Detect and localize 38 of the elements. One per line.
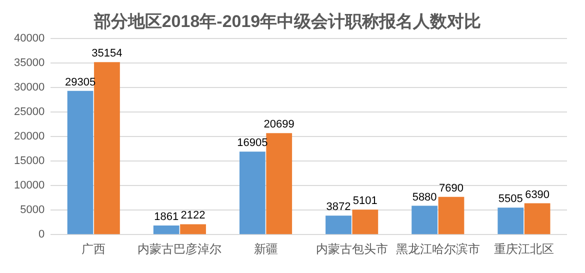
- x-tick-label: 黑龙江哈尔滨市: [396, 242, 480, 256]
- bar: [326, 216, 352, 234]
- y-tick-label: 20000: [14, 130, 45, 143]
- y-tick-label: 40000: [14, 32, 45, 44]
- data-label: 5101: [352, 195, 378, 208]
- x-tick-label: 内蒙古巴彦淖尔: [138, 242, 222, 256]
- x-tick-label: 重庆江北区: [494, 242, 554, 256]
- y-tick-label: 0: [38, 228, 45, 241]
- data-label: 5505: [498, 193, 523, 206]
- bar: [239, 152, 266, 234]
- y-tick-label: 25000: [14, 106, 45, 118]
- data-label: 7690: [438, 182, 464, 194]
- y-tick-label: 10000: [14, 180, 45, 192]
- data-label: 5880: [412, 191, 437, 204]
- bar: [498, 208, 524, 234]
- data-label: 35154: [92, 48, 122, 60]
- chart-title: 部分地区2018年-2019年中级会计职称报名人数对比: [92, 12, 482, 31]
- data-label: 6390: [525, 188, 550, 201]
- bar: [180, 224, 206, 234]
- bar: [438, 196, 464, 234]
- bar: [67, 90, 94, 234]
- bar: [352, 210, 378, 234]
- y-tick-label: 35000: [14, 56, 45, 69]
- data-label: 3872: [326, 201, 351, 214]
- bar: [94, 62, 120, 234]
- bar: [153, 225, 180, 234]
- x-tick-label: 广西: [82, 242, 106, 256]
- x-tick-label: 新疆: [254, 242, 278, 256]
- bar: [412, 206, 438, 234]
- data-label: 1861: [154, 211, 179, 224]
- data-label: 20699: [264, 118, 294, 131]
- y-tick-label: 30000: [14, 81, 45, 94]
- y-tick-label: 5000: [20, 204, 45, 216]
- bar: [266, 133, 292, 234]
- x-tick-label: 内蒙古包头市: [316, 242, 388, 256]
- bar: [524, 203, 550, 234]
- data-label: 2122: [180, 210, 206, 222]
- y-tick-label: 15000: [14, 155, 45, 168]
